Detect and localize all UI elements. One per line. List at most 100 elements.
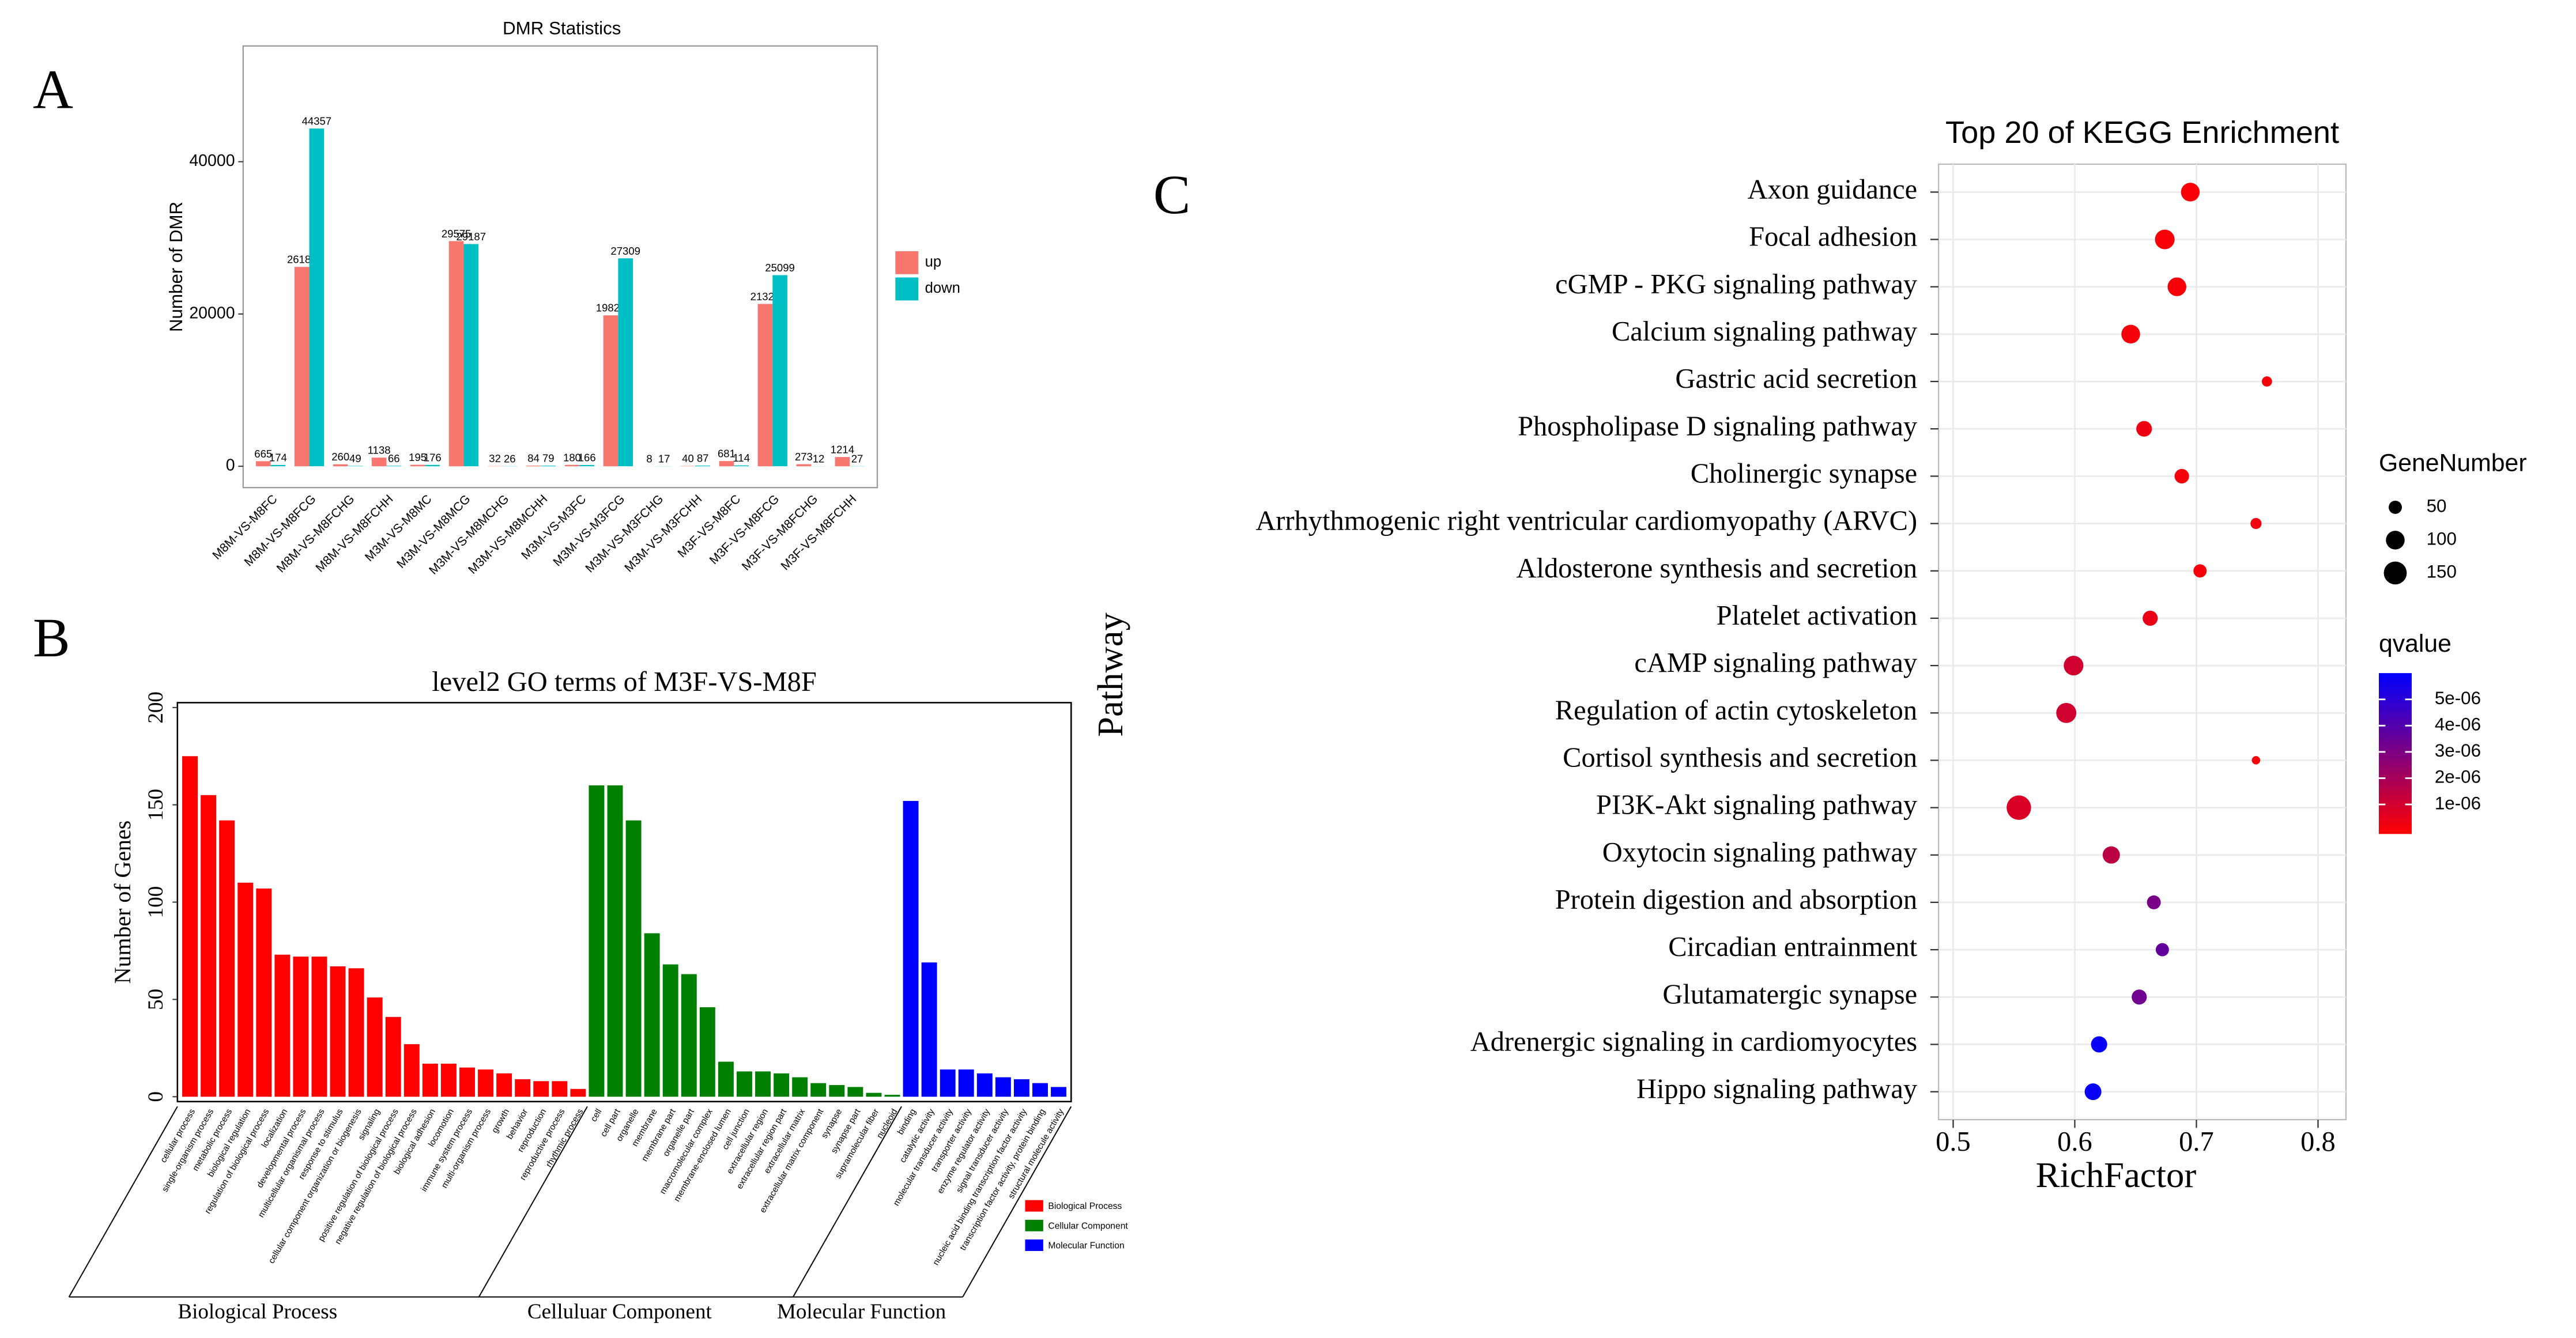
point	[2155, 943, 2169, 957]
bar	[570, 1088, 586, 1097]
y-tick-label: Cortisol synthesis and secretion	[1563, 743, 1917, 773]
x-axis-label: RichFactor	[2036, 1155, 2197, 1195]
value-label: 1214	[831, 444, 854, 456]
legend-label: Cellular Component	[1048, 1221, 1128, 1231]
plot-area	[1938, 163, 2347, 1121]
legend-swatch	[895, 277, 919, 301]
value-label: 8	[646, 453, 652, 465]
y-axis-label: Number of DMR	[166, 202, 186, 332]
y-tick-label: 200	[144, 691, 168, 724]
point	[2147, 895, 2161, 909]
value-label: 273	[795, 451, 813, 463]
bar	[699, 1007, 715, 1097]
bar	[385, 1016, 401, 1097]
value-label: 1138	[368, 444, 391, 456]
bar	[958, 1069, 974, 1097]
y-tick-label: Regulation of actin cytoskeleton	[1555, 695, 1917, 725]
bar	[718, 1061, 734, 1097]
value-label: 180	[563, 451, 581, 463]
value-label: 176	[424, 451, 442, 463]
point	[2132, 989, 2147, 1005]
bar	[182, 756, 198, 1097]
group-separator	[478, 1106, 588, 1298]
point	[2250, 517, 2262, 530]
value-label: 44357	[302, 115, 332, 127]
value-label: 25099	[765, 262, 795, 274]
point	[2143, 610, 2158, 626]
bar	[237, 882, 254, 1097]
bar	[367, 997, 383, 1097]
plot-area	[176, 702, 1072, 1103]
point	[2261, 376, 2272, 387]
legend-label: 50	[2427, 496, 2447, 516]
y-tick-label: 50	[144, 989, 168, 1010]
group-separator	[793, 1106, 902, 1298]
y-tick-label: Calcium signaling pathway	[1612, 316, 1918, 347]
bar	[440, 1063, 457, 1097]
value-label: 260	[331, 451, 349, 463]
bar	[579, 464, 595, 467]
bar	[903, 800, 919, 1097]
value-label: 84	[527, 452, 540, 464]
bar	[371, 458, 387, 467]
bar	[552, 1081, 568, 1097]
y-tick-label: Axon guidance	[1747, 174, 1917, 205]
value-label: 49	[349, 452, 361, 464]
bar	[835, 457, 850, 467]
point	[2091, 1036, 2107, 1053]
legend-point	[2388, 500, 2402, 514]
value-label: 665	[254, 448, 272, 460]
chart-title: DMR Statistics	[503, 18, 621, 39]
point	[2181, 183, 2200, 202]
y-axis-label: Pathway	[1090, 612, 1130, 737]
bar	[736, 1071, 752, 1097]
group-label: Celluluar Component	[527, 1300, 712, 1324]
bar	[940, 1069, 956, 1097]
bar	[333, 464, 348, 467]
legend-title: qvalue	[2379, 630, 2451, 657]
bar	[274, 954, 291, 1097]
bar	[757, 304, 773, 467]
bar	[1032, 1083, 1048, 1097]
chart-title: level2 GO terms of M3F-VS-M8F	[432, 667, 816, 697]
y-tick-label: Arrhythmogenic right ventricular cardiom…	[1255, 506, 1917, 536]
bar	[478, 1069, 494, 1097]
value-label: 174	[269, 451, 287, 463]
bar	[422, 1063, 438, 1097]
point	[2155, 229, 2175, 250]
legend-point	[2383, 561, 2407, 585]
bar	[829, 1085, 845, 1097]
bar	[866, 1093, 882, 1097]
value-label: 12	[813, 453, 825, 465]
y-tick-label: Adrenergic signaling in cardiomyocytes	[1470, 1027, 1917, 1057]
bar	[348, 968, 364, 1097]
bar	[772, 275, 787, 467]
value-label: 26	[504, 452, 516, 464]
bar	[515, 1079, 531, 1097]
bar	[564, 464, 580, 467]
y-tick-label: Glutamatergic synapse	[1662, 979, 1917, 1010]
legend-point	[2386, 531, 2405, 550]
value-label: 17	[658, 452, 670, 464]
group-separator	[962, 1106, 1072, 1298]
x-tick-label: 0.8	[2300, 1127, 2336, 1157]
panel-label: B	[33, 607, 70, 668]
group-label: Biological Process	[178, 1300, 337, 1324]
y-tick-label: 40000	[189, 152, 235, 170]
value-label: 27	[851, 452, 863, 464]
legend-swatch	[1025, 1239, 1043, 1251]
y-tick-label: Hippo signaling pathway	[1636, 1074, 1918, 1105]
bar	[201, 795, 217, 1097]
value-label: 166	[578, 451, 596, 463]
y-tick-label: Circadian entrainment	[1668, 932, 1917, 962]
bar	[681, 974, 697, 1097]
point	[2007, 795, 2031, 820]
bar	[662, 964, 678, 1097]
y-tick-label: Phospholipase D signaling pathway	[1518, 411, 1918, 441]
bar	[921, 962, 937, 1097]
bar	[348, 466, 363, 467]
point	[2121, 324, 2140, 344]
bar	[403, 1044, 420, 1097]
value-label: 87	[697, 452, 709, 464]
